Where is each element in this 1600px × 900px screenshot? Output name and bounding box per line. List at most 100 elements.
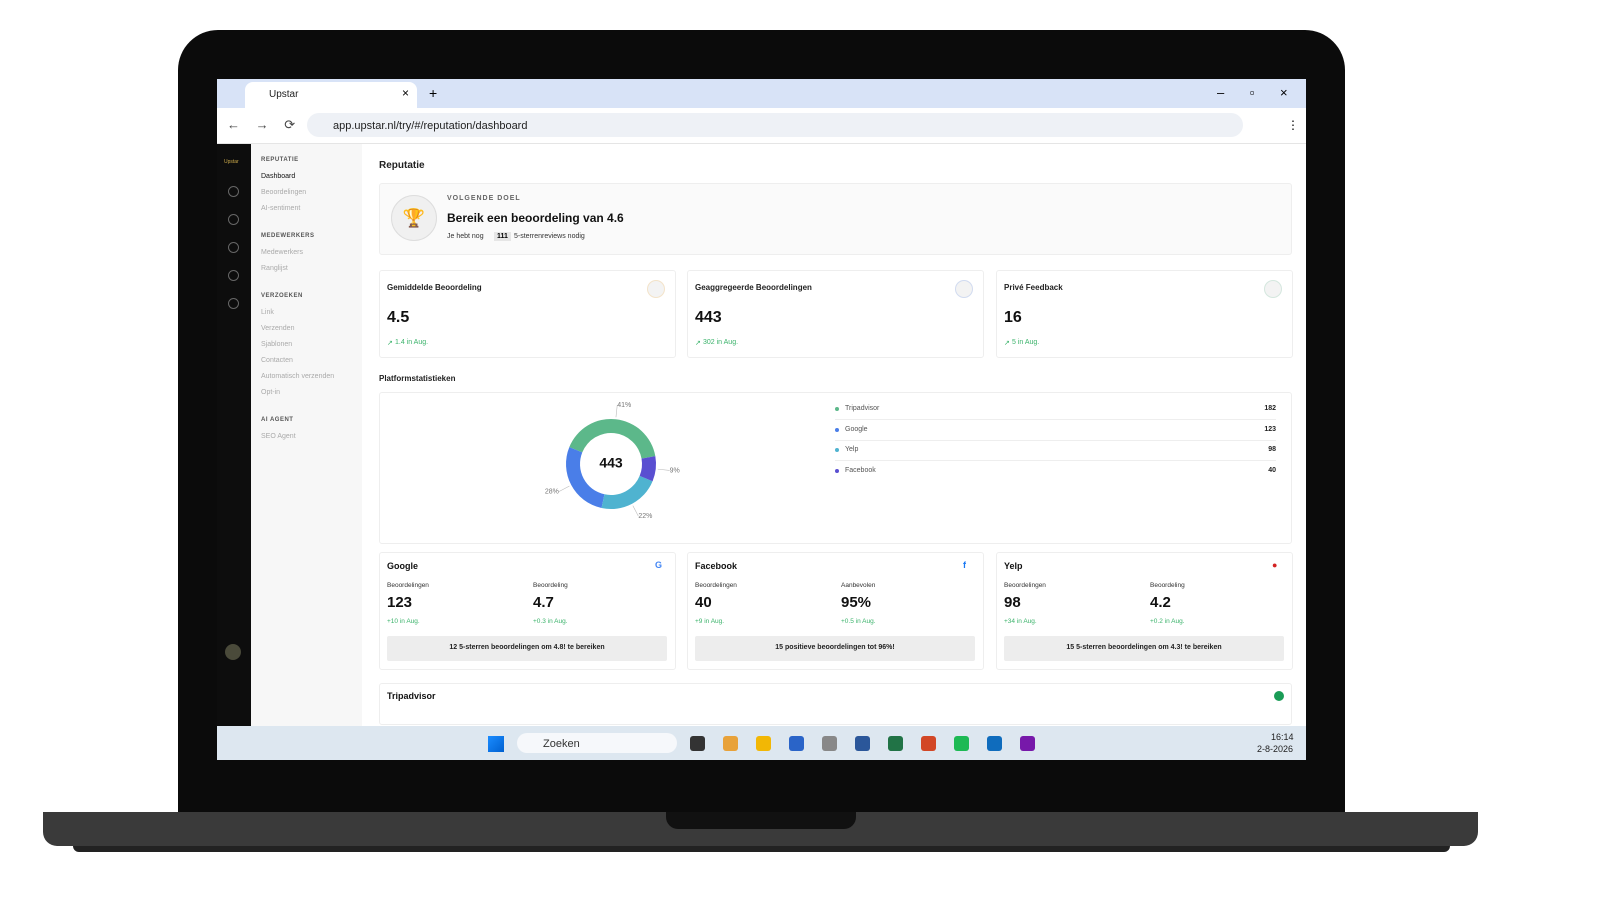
goal-box [387, 636, 667, 661]
nav-item[interactable]: Automatisch verzenden [261, 373, 335, 380]
taskbar-app[interactable] [756, 736, 771, 751]
taskbar-app[interactable] [723, 736, 738, 751]
metric-value: 98 [1004, 594, 1021, 611]
legend-dot [835, 427, 839, 432]
taskbar-app[interactable] [954, 736, 969, 751]
metric-value: 4.2 [1150, 594, 1171, 611]
laptop-foot [73, 846, 1450, 852]
page-title: Reputatie [379, 160, 425, 171]
laptop-notch [666, 812, 856, 829]
goal-text: 5-sterrenreviews nodig [514, 233, 585, 240]
taskbar-app[interactable] [921, 736, 936, 751]
platform-icon [1274, 691, 1284, 701]
goal-hint: 15 positieve beoordelingen tot 96%! [775, 644, 895, 651]
avatar [225, 644, 241, 660]
nav-item[interactable]: Opt-in [261, 389, 281, 396]
chart-card [379, 392, 1292, 544]
nav-item[interactable]: Dashboard [261, 173, 296, 180]
taskbar-app[interactable] [855, 736, 870, 751]
metric-value: 95% [841, 594, 872, 611]
platform-icon: G [655, 560, 663, 570]
tab-title: Upstar [269, 89, 299, 100]
rail-icon [228, 270, 239, 281]
legend-value: 98 [1268, 446, 1276, 453]
goal-hint: 15 5-sterren beoordelingen om 4.3! te be… [1066, 644, 1222, 651]
kpi-card [687, 270, 984, 358]
metric-label: Beoordelingen [1004, 582, 1046, 589]
rail-icon [228, 186, 239, 197]
kpi-card [996, 270, 1293, 358]
nav-item[interactable]: SEO Agent [261, 433, 296, 440]
trend-arrow: ↗ [387, 340, 393, 347]
taskbar-app[interactable] [789, 736, 804, 751]
nav-panel [251, 144, 362, 726]
taskbar-search: Zoeken [543, 738, 580, 750]
goal-label: VOLGENDE DOEL [447, 195, 521, 202]
start-button [488, 736, 504, 752]
nav-item[interactable]: Medewerkers [261, 249, 304, 256]
metric-change: +10 in Aug. [387, 618, 420, 625]
legend-dot [835, 468, 839, 473]
legend-value: 123 [1264, 425, 1276, 433]
legend-name: Yelp [845, 446, 859, 453]
url-field[interactable] [307, 113, 1243, 137]
kpi-title: Privé Feedback [1004, 283, 1063, 292]
nav-item[interactable]: Beoordelingen [261, 189, 307, 196]
goal-box [1004, 636, 1284, 661]
legend-name: Facebook [845, 466, 876, 474]
metric-change: +0.5 in Aug. [841, 618, 876, 625]
taskbar-app[interactable] [690, 736, 705, 751]
kpi-icon [647, 280, 665, 298]
clock-date: 2-8-2026 [1257, 744, 1294, 754]
trophy: 🏆 [391, 195, 437, 241]
kpi-change: 5 in Aug. [1012, 339, 1040, 346]
kpi-title: Gemiddelde Beoordeling [387, 283, 482, 292]
nav-item[interactable]: Sjablonen [261, 341, 293, 348]
legend-divider [835, 439, 1276, 441]
section-title: Platformstatistieken [379, 374, 456, 383]
tab-close[interactable]: × [402, 86, 410, 100]
platform-icon: ● [1272, 560, 1278, 570]
taskbar-app[interactable] [888, 736, 903, 751]
platform-name: Google [387, 561, 418, 571]
platform-icon: f [963, 560, 966, 570]
nav-item[interactable]: Verzenden [261, 325, 295, 332]
nav-item[interactable]: Link [261, 309, 274, 316]
kpi-icon [955, 280, 973, 298]
taskbar-app[interactable] [822, 736, 837, 751]
nav-item[interactable]: Contacten [261, 357, 293, 364]
rail-icon [228, 298, 239, 309]
metric-value: 40 [695, 594, 712, 611]
window-controls[interactable]: – ▫ × [1217, 85, 1288, 100]
metric-value: 4.7 [533, 594, 554, 611]
legend-dot [835, 407, 839, 411]
metric-label: Beoordeling [1150, 582, 1185, 589]
rail-icon [228, 242, 239, 253]
metric-label: Aanbevolen [841, 582, 876, 589]
browser-menu[interactable]: ⋮ [1287, 118, 1299, 132]
kpi-card [379, 270, 676, 358]
metric-value: 123 [387, 594, 413, 611]
nav-heading: VERZOEKEN [261, 293, 303, 299]
clock-time: 16:14 [1271, 732, 1294, 742]
nav-heading: REPUTATIE [261, 157, 299, 163]
nav-buttons[interactable]: ← → ⟳ [227, 117, 296, 132]
legend-divider [835, 419, 1276, 420]
metric-change: +0.3 in Aug. [533, 618, 568, 625]
nav-item[interactable]: Ranglijst [261, 265, 288, 272]
trend-arrow: ↗ [1004, 340, 1010, 347]
kpi-value: 443 [695, 309, 722, 326]
goal-count: 111 [494, 232, 511, 241]
nav-item[interactable]: AI-sentiment [261, 205, 301, 212]
goal-title: Bereik een beoordeling van 4.6 [447, 211, 624, 225]
taskbar-app[interactable] [1020, 736, 1035, 751]
new-tab[interactable]: + [429, 85, 438, 101]
taskbar-app[interactable] [987, 736, 1002, 751]
platform-name: Yelp [1004, 561, 1023, 571]
platform-name: Facebook [695, 561, 738, 571]
nav-heading: MEDEWERKERS [261, 233, 315, 239]
metric-change: +34 in Aug. [1004, 618, 1037, 625]
search-box [517, 733, 677, 753]
tab[interactable] [245, 82, 417, 108]
platform-name: Tripadvisor [387, 691, 436, 701]
